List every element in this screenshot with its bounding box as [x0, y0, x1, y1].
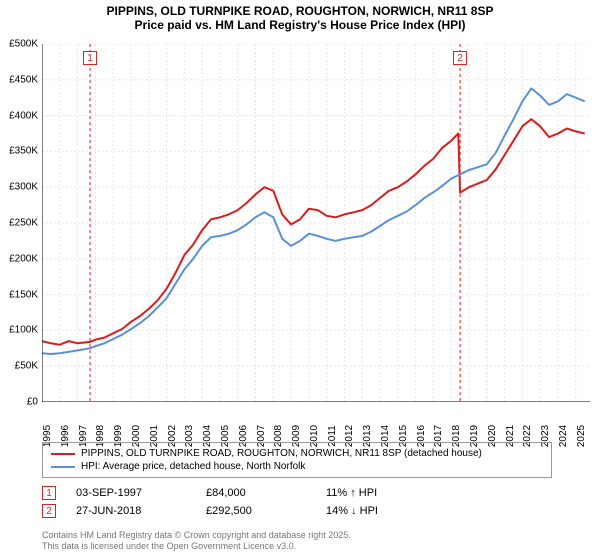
y-tick-label: £450K	[9, 74, 38, 85]
y-tick-label: £350K	[9, 146, 38, 157]
legend-swatch	[51, 466, 75, 468]
marker-date: 03-SEP-1997	[76, 487, 186, 499]
x-tick-label: 2025	[576, 425, 587, 447]
y-tick-label: £200K	[9, 253, 38, 264]
chart-container: PIPPINS, OLD TURNPIKE ROAD, ROUGHTON, NO…	[0, 0, 600, 560]
marker-price: £292,500	[206, 505, 306, 517]
marker-row: 1 03-SEP-1997 £84,000 11% ↑ HPI	[42, 484, 426, 502]
x-tick-label: 2024	[558, 425, 569, 447]
title-line2: Price paid vs. HM Land Registry's House …	[10, 18, 590, 32]
chart-svg	[42, 44, 590, 402]
title-block: PIPPINS, OLD TURNPIKE ROAD, ROUGHTON, NO…	[0, 0, 600, 34]
y-tick-label: £150K	[9, 289, 38, 300]
legend-label: PIPPINS, OLD TURNPIKE ROAD, ROUGHTON, NO…	[81, 448, 482, 459]
markers-table: 1 03-SEP-1997 £84,000 11% ↑ HPI 2 27-JUN-2018…	[42, 484, 426, 520]
y-tick-label: £300K	[9, 182, 38, 193]
y-tick-label: £250K	[9, 218, 38, 229]
legend-swatch	[51, 453, 75, 455]
legend-box: PIPPINS, OLD TURNPIKE ROAD, ROUGHTON, NO…	[42, 442, 552, 478]
y-tick-label: £100K	[9, 325, 38, 336]
footer-attribution: Contains HM Land Registry data © Crown c…	[42, 530, 351, 553]
y-tick-label: £50K	[15, 361, 38, 372]
marker-delta: 11% ↑ HPI	[326, 487, 426, 499]
marker-badge: 2	[42, 504, 56, 518]
y-tick-label: £500K	[9, 39, 38, 50]
x-axis-labels: 1995199619971998199920002001200220032004…	[42, 404, 590, 440]
footer-line1: Contains HM Land Registry data © Crown c…	[42, 530, 351, 541]
chart-event-badge: 2	[453, 51, 467, 65]
title-line1: PIPPINS, OLD TURNPIKE ROAD, ROUGHTON, NO…	[10, 4, 590, 18]
marker-delta: 14% ↓ HPI	[326, 505, 426, 517]
footer-line2: This data is licensed under the Open Gov…	[42, 541, 351, 552]
y-tick-label: £400K	[9, 110, 38, 121]
legend-item: HPI: Average price, detached house, Nort…	[51, 460, 543, 473]
y-axis-labels: £0£50K£100K£150K£200K£250K£300K£350K£400…	[0, 44, 40, 402]
marker-row: 2 27-JUN-2018 £292,500 14% ↓ HPI	[42, 502, 426, 520]
y-tick-label: £0	[27, 397, 38, 408]
chart-event-badge: 1	[83, 51, 97, 65]
chart-plot-area: 12	[42, 44, 590, 402]
legend-item: PIPPINS, OLD TURNPIKE ROAD, ROUGHTON, NO…	[51, 447, 543, 460]
marker-badge: 1	[42, 486, 56, 500]
marker-price: £84,000	[206, 487, 306, 499]
marker-date: 27-JUN-2018	[76, 505, 186, 517]
legend-label: HPI: Average price, detached house, Nort…	[81, 461, 305, 472]
